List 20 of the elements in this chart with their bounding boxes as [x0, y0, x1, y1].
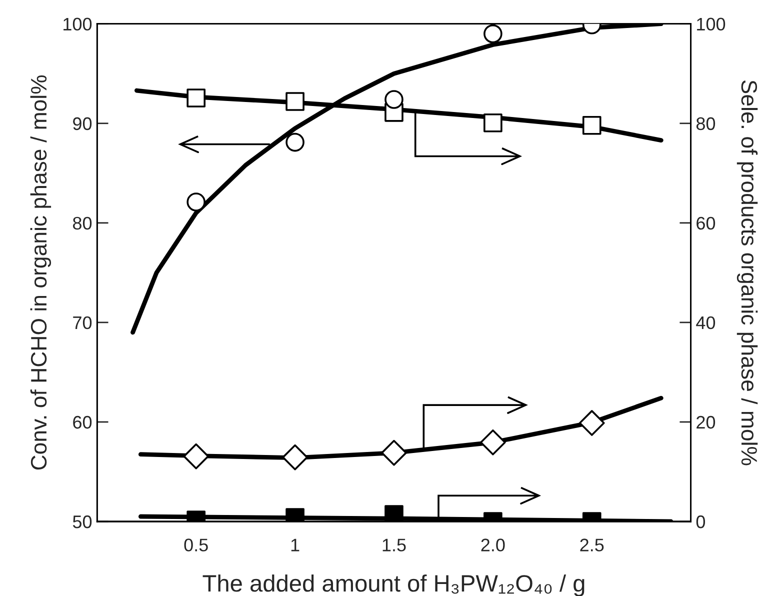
y-axis-title: Conv. of HCHO in organic phase / mol% [30, 75, 52, 470]
x-axis-title: The added amount of H₃PW₁₂O₄₀ / g [202, 574, 584, 596]
x-tick-label: 2.5 [580, 538, 604, 552]
y-tick-label: 50 [72, 515, 92, 528]
y-tick-label: 80 [72, 216, 92, 230]
y2-tick-label: 80 [696, 117, 716, 130]
x-tick-label: 1 [291, 538, 300, 552]
y-tick-label: 100 [64, 18, 92, 31]
y-tick-label: 90 [73, 117, 92, 130]
y2-tick-label: 0 [696, 515, 706, 528]
y2-tick-label: 60 [696, 216, 716, 230]
x-tick-label: 1.5 [382, 538, 406, 552]
y2-axis-title: Sele. of products organic phase / mol% [736, 80, 758, 466]
y-tick-label: 60 [73, 416, 92, 429]
x-tick-label: 0.5 [184, 538, 208, 552]
y2-tick-label: 20 [696, 416, 716, 429]
x-tick-label: 2.0 [481, 538, 505, 552]
y2-tick-label: 40 [696, 316, 716, 330]
y-tick-label: 70 [73, 316, 92, 330]
y2-tick-label: 100 [697, 18, 726, 31]
